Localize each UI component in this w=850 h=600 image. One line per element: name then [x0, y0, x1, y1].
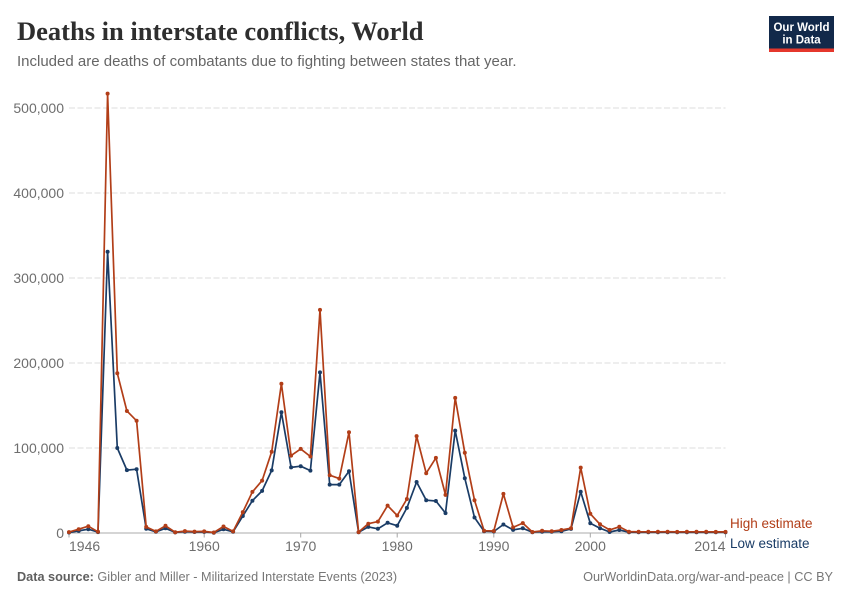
svg-text:2000: 2000 — [575, 538, 606, 554]
svg-text:Deaths in interstate conflicts: Deaths in interstate conflicts, World — [17, 16, 424, 46]
svg-text:Data source: Gibler and Miller: Data source: Gibler and Miller - Militar… — [17, 570, 397, 584]
svg-text:0: 0 — [56, 525, 64, 541]
svg-text:400,000: 400,000 — [13, 185, 64, 201]
svg-text:1970: 1970 — [285, 538, 316, 554]
svg-text:OurWorldinData.org/war-and-pea: OurWorldinData.org/war-and-peace | CC BY — [583, 570, 833, 584]
svg-text:100,000: 100,000 — [13, 440, 64, 456]
svg-text:500,000: 500,000 — [13, 100, 64, 116]
svg-text:2014: 2014 — [694, 538, 725, 554]
svg-text:Included are deaths of combata: Included are deaths of combatants due to… — [17, 53, 517, 70]
svg-text:High estimate: High estimate — [730, 516, 813, 531]
svg-text:300,000: 300,000 — [13, 270, 64, 286]
svg-text:1960: 1960 — [189, 538, 220, 554]
svg-text:in Data: in Data — [782, 35, 821, 47]
svg-text:1946: 1946 — [69, 538, 100, 554]
svg-text:1980: 1980 — [382, 538, 413, 554]
svg-text:1990: 1990 — [478, 538, 509, 554]
svg-text:200,000: 200,000 — [13, 355, 64, 371]
svg-text:Our World: Our World — [773, 22, 829, 34]
svg-text:Low estimate: Low estimate — [730, 536, 810, 551]
